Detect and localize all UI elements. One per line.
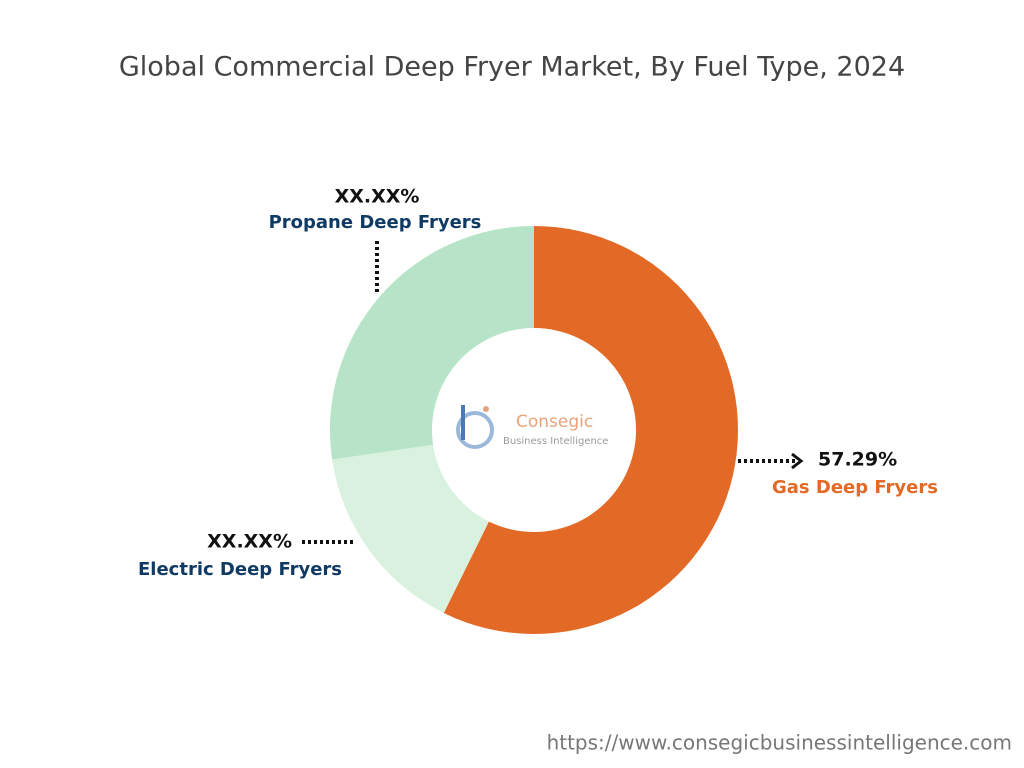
donut [330, 226, 738, 634]
donut-slice [332, 444, 489, 613]
category-label: Propane Deep Fryers [269, 212, 482, 233]
leaders [302, 241, 804, 544]
logo: Consegic Business Intelligence [456, 405, 608, 449]
value-label: 57.29% [818, 449, 897, 471]
logo-icon [456, 411, 494, 449]
leader-arrow [791, 452, 804, 470]
chart-title: Global Commercial Deep Fryer Market, By … [119, 52, 905, 83]
source-url: https://www.consegicbusinessintelligence… [547, 731, 1012, 755]
logo-icon [483, 406, 489, 412]
donut-slice [330, 226, 534, 460]
value-label: XX.XX% [335, 186, 420, 208]
donut-slice [443, 226, 738, 634]
category-label: Gas Deep Fryers [772, 477, 938, 498]
logo-tagline: Business Intelligence [503, 436, 608, 447]
value-label: XX.XX% [207, 531, 292, 553]
logo-name: Consegic [516, 412, 593, 432]
category-label: Electric Deep Fryers [138, 559, 342, 580]
